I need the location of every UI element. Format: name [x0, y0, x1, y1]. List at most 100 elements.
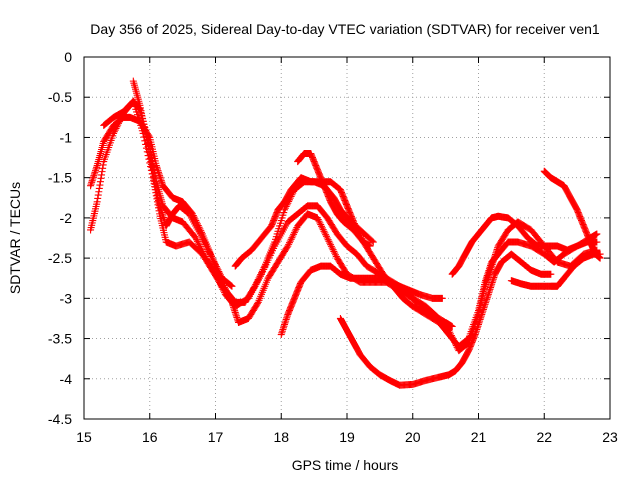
data-point-marker [202, 242, 210, 250]
data-point-marker [291, 227, 299, 235]
y-tick-label: -3.5 [48, 331, 72, 347]
data-point-marker [315, 217, 323, 225]
data-point-marker [214, 266, 222, 274]
chart-title: Day 356 of 2025, Sidereal Day-to-day VTE… [90, 21, 600, 37]
data-point-marker [201, 239, 209, 247]
data-point-marker [464, 335, 472, 343]
data-point-marker [204, 246, 212, 254]
data-point-marker [253, 279, 261, 287]
data-point-marker [255, 274, 263, 282]
data-point-marker [286, 237, 294, 245]
data-point-marker [327, 241, 335, 249]
data-point-marker [210, 257, 218, 265]
data-point-marker [596, 254, 604, 262]
y-tick-label: -3 [60, 290, 73, 306]
data-point-marker [350, 220, 358, 228]
data-point-marker [208, 254, 216, 262]
data-point-marker [369, 238, 377, 246]
data-point-marker [593, 230, 601, 238]
data-point-marker [321, 229, 329, 237]
data-point-marker [290, 230, 298, 238]
data-point-marker [260, 264, 268, 272]
data-point-marker [253, 300, 261, 308]
y-tick-label: -1.5 [48, 170, 72, 186]
x-tick-labels: 15 16 17 18 19 20 21 22 23 [76, 429, 618, 445]
data-point-marker [216, 271, 224, 279]
data-point-marker [322, 232, 330, 240]
data-point-marker [288, 234, 296, 242]
data-point-marker [254, 276, 262, 284]
data-point-marker [226, 281, 234, 289]
data-point-marker [285, 240, 293, 248]
data-point-marker [316, 219, 324, 227]
data-point-marker [259, 266, 267, 274]
y-tick-label: -2.5 [48, 250, 72, 266]
data-point-marker [199, 236, 207, 244]
data-point-marker [253, 277, 261, 285]
data-point-marker [207, 252, 215, 260]
y-tick-label: -1 [60, 129, 73, 145]
data-point-marker [331, 251, 339, 259]
y-axis-title: SDTVAR / TECUs [7, 182, 23, 294]
axis-ticks [83, 56, 611, 420]
y-tick-label: -0.5 [48, 89, 72, 105]
data-point-marker [257, 271, 265, 279]
x-tick-label: 18 [273, 429, 289, 445]
y-tick-label: -4.5 [48, 411, 72, 427]
data-point-marker [366, 242, 374, 250]
data-point-marker [200, 237, 208, 245]
data-point-marker [256, 272, 264, 280]
data-point-marker [285, 239, 293, 247]
data-point-marker [193, 237, 201, 245]
y-tick-labels: 0 -0.5 -1 -1.5 -2 -2.5 -3 -3.5 -4 -4.5 [48, 49, 72, 427]
data-point-marker [284, 242, 292, 250]
data-point-marker [283, 243, 291, 251]
data-point-marker [313, 214, 321, 222]
data-point-marker [194, 239, 202, 247]
data-point-marker [250, 284, 258, 292]
data-point-marker [215, 268, 223, 276]
data-point-marker [207, 251, 215, 259]
data-point-marker [192, 234, 200, 242]
data-point-marker [227, 282, 235, 290]
data-marks [87, 77, 604, 389]
data-point-marker [350, 218, 358, 226]
data-point-marker [448, 322, 456, 330]
data-point-marker [324, 236, 332, 244]
data-point-marker [258, 269, 266, 277]
data-point-marker [212, 262, 220, 270]
data-point-marker [593, 238, 601, 246]
data-point-marker [323, 234, 331, 242]
data-point-marker [206, 249, 214, 257]
series-trace-11 [540, 167, 604, 262]
data-point-marker [209, 256, 217, 264]
x-tick-label: 17 [208, 429, 224, 445]
data-point-marker [193, 236, 201, 244]
data-point-marker [547, 270, 555, 278]
x-tick-label: 15 [76, 429, 92, 445]
data-point-marker [198, 234, 206, 242]
data-point-marker [322, 231, 330, 239]
data-point-marker [328, 244, 336, 252]
data-point-marker [463, 336, 471, 344]
data-point-marker [368, 237, 376, 245]
data-point-marker [320, 227, 328, 235]
data-point-marker [212, 261, 219, 269]
x-tick-label: 16 [142, 429, 158, 445]
data-point-marker [202, 241, 210, 249]
data-point-marker [211, 259, 219, 267]
data-point-marker [314, 216, 322, 224]
series-trace-7 [294, 150, 374, 250]
data-point-marker [319, 226, 327, 234]
data-point-marker [318, 222, 326, 230]
series-trace-9 [448, 212, 601, 278]
x-tick-label: 21 [471, 429, 487, 445]
data-point-marker [331, 249, 339, 257]
x-tick-label: 22 [536, 429, 552, 445]
data-point-marker [251, 282, 259, 290]
x-axis-title: GPS time / hours [292, 457, 399, 473]
y-tick-label: 0 [64, 49, 72, 65]
x-tick-label: 20 [405, 429, 421, 445]
data-point-marker [205, 247, 213, 255]
